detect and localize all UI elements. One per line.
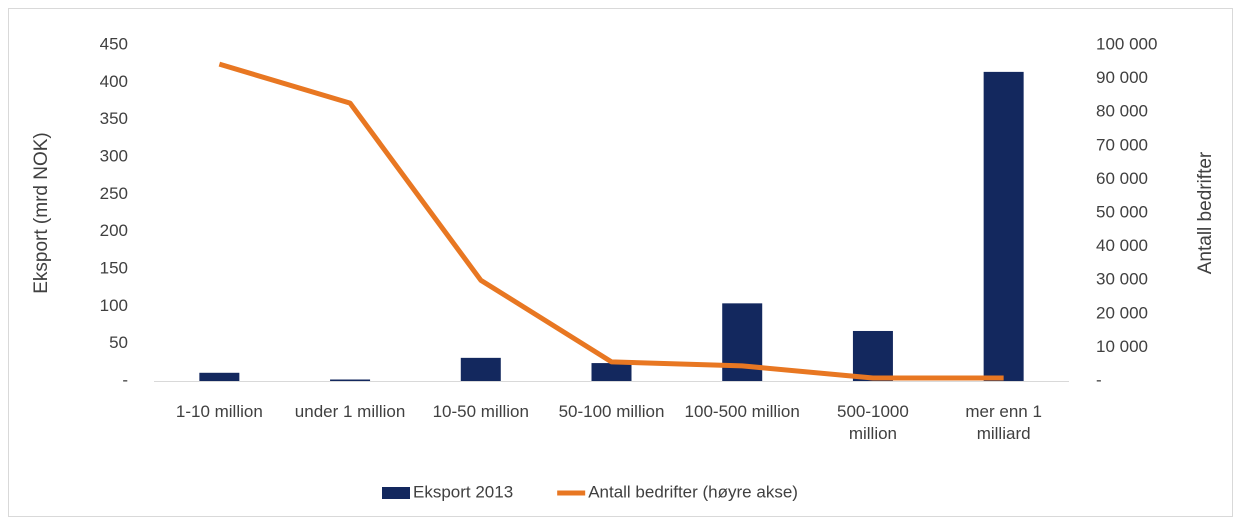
y2-tick-label: 90 000 <box>1096 68 1148 87</box>
y-tick-label: 100 <box>100 296 128 315</box>
y2-tick-label: 30 000 <box>1096 270 1148 289</box>
y-tick-label: 50 <box>109 333 128 352</box>
y-tick-label: 150 <box>100 258 128 277</box>
y2-tick-label: 60 000 <box>1096 169 1148 188</box>
x-tick-label: 100-500 million <box>684 402 800 421</box>
y2-tick-label: 20 000 <box>1096 303 1148 322</box>
y2-tick-label: 50 000 <box>1096 202 1148 221</box>
x-tick-label: 50-100 million <box>558 402 665 421</box>
bar <box>983 71 1024 381</box>
y-axis-title: Eksport (mrd NOK) <box>31 132 52 294</box>
bar <box>591 363 632 381</box>
y2-tick-label: 70 000 <box>1096 135 1148 154</box>
y2-tick-label: 100 000 <box>1096 34 1157 53</box>
bar <box>199 372 240 381</box>
y-tick-label: 300 <box>100 146 128 165</box>
chart-border <box>8 8 1233 517</box>
y2-axis-title: Antall bedrifter <box>1195 151 1216 274</box>
y2-tick-label: 10 000 <box>1096 337 1148 356</box>
y-tick-label: 200 <box>100 221 128 240</box>
y2-tick-label: - <box>1096 370 1102 389</box>
x-tick-label: 500-1000 million <box>837 402 909 443</box>
y-tick-label: 450 <box>100 34 128 53</box>
legend-label: Eksport 2013 <box>413 482 513 501</box>
legend-swatch <box>382 487 410 499</box>
y2-tick-label: 80 000 <box>1096 102 1148 121</box>
x-tick-label: mer enn 1 milliard <box>965 402 1042 443</box>
x-tick-label: 10-50 million <box>432 402 529 421</box>
x-tick-label: under 1 million <box>294 402 406 421</box>
bar <box>330 379 371 381</box>
y-tick-label: 400 <box>100 72 128 91</box>
legend-label: Antall bedrifter (høyre akse) <box>588 482 798 501</box>
y-tick-label: - <box>122 370 128 389</box>
y-tick-label: 250 <box>100 184 128 203</box>
y-tick-label: 350 <box>100 109 128 128</box>
line <box>218 61 1004 381</box>
bar <box>852 330 893 381</box>
bar <box>460 357 501 381</box>
x-tick-label: 1-10 million <box>175 402 263 421</box>
y2-tick-label: 40 000 <box>1096 236 1148 255</box>
